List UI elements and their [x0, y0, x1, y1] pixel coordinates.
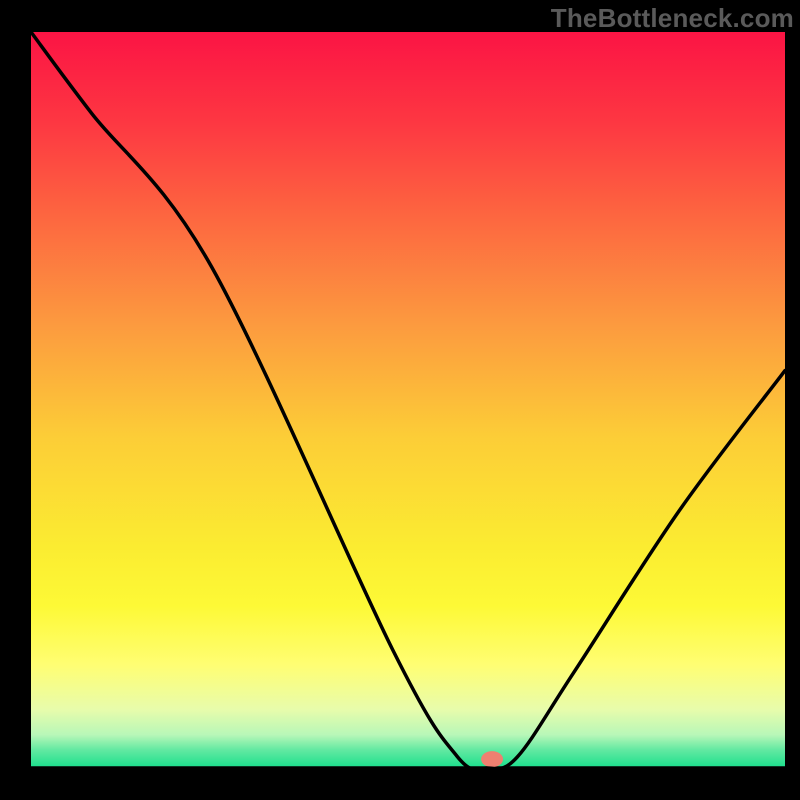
plot-background-gradient	[31, 32, 785, 768]
bottleneck-chart: TheBottleneck.com	[0, 0, 800, 800]
watermark-text: TheBottleneck.com	[551, 3, 794, 34]
chart-svg	[0, 0, 800, 800]
optimal-point-marker	[481, 751, 503, 767]
